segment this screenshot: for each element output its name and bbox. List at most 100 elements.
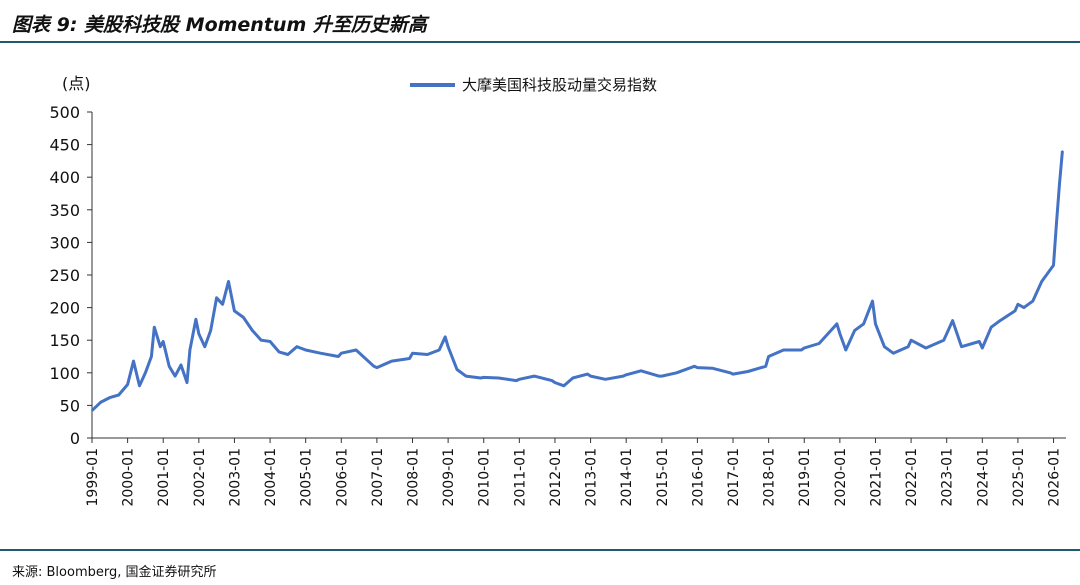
legend-label: 大摩美国科技股动量交易指数 [462,76,657,94]
data-point [242,316,245,319]
x-tick-label: 2021-01 [868,448,884,507]
x-tick-label: 2015-01 [655,448,671,507]
y-tick-label: 450 [49,136,80,155]
y-tick-label: 0 [70,429,80,448]
line-chart: (点) 大摩美国科技股动量交易指数 0 50 100 150 200 250 300 350 4… [49,74,1066,507]
series-line [90,150,1064,412]
data-point [278,351,280,353]
data-point [295,345,298,348]
data-point [304,349,307,351]
data-point [675,371,678,374]
data-point [586,373,589,375]
data-point [390,360,393,362]
x-tick-label: 2018-01 [762,448,778,507]
data-point [91,409,93,412]
data-point [209,329,212,332]
data-point [168,365,171,368]
data-point [589,375,592,377]
y-tick-label: 350 [49,201,80,220]
data-point [126,383,129,386]
data-point [836,323,838,325]
figure-title: 图表 9: 美股科技股 Momentum 升至历史新高 [12,14,427,36]
data-point [186,381,188,384]
data-point [479,377,482,379]
data-point [625,373,628,376]
data-point [978,340,981,343]
data-point [456,368,458,371]
data-point [1040,280,1043,283]
data-point [444,336,447,338]
data-point [981,347,984,349]
data-point [1052,264,1055,267]
data-point [604,378,607,381]
data-point [319,352,322,355]
data-point [1014,310,1016,312]
y-tick-label: 400 [49,168,80,187]
data-point [251,329,254,332]
data-point [221,303,224,306]
data-point [337,355,340,358]
data-point [990,326,993,329]
x-tick-label: 2022-01 [904,448,920,507]
data-point [269,340,271,343]
x-tick-label: 2014-01 [619,448,635,507]
data-point [729,371,731,374]
x-tick-label: 2023-01 [940,448,956,507]
data-point [657,375,660,377]
y-tick-label: 50 [60,396,80,415]
data-point [1058,182,1061,185]
x-tick-label: 2012-01 [548,448,564,507]
source-note: 来源: Bloomberg, 国金证券研究所 [12,565,217,580]
data-point [732,373,734,375]
data-point [942,339,945,342]
data-point [874,323,877,325]
data-point [1031,300,1034,302]
data-point [260,339,263,342]
x-tick-label: 2017-01 [726,448,742,507]
data-point [747,370,749,373]
y-tick-label: 100 [49,364,80,383]
data-point [907,345,909,348]
x-tick-label: 2025-01 [1011,448,1027,507]
data-point [203,345,206,348]
data-point [571,377,574,379]
x-tick-label: 2004-01 [263,448,279,507]
data-point [999,319,1001,322]
data-point [159,345,162,348]
data-point [554,381,556,384]
data-point [340,352,343,355]
data-point [482,376,485,379]
data-point [1055,221,1058,224]
data-point [533,375,536,377]
data-point [465,375,467,377]
data-point [117,394,120,396]
data-point [438,349,441,351]
source-rule [0,549,1080,551]
data-point [233,310,236,312]
data-point [960,345,963,348]
x-tick-label: 2002-01 [192,448,208,507]
data-point [871,300,874,302]
data-point [693,365,696,368]
x-tick-label: 2011-01 [512,448,528,507]
data-point [910,339,912,342]
data-point [376,366,378,369]
x-tick-label: 2006-01 [334,448,350,507]
title-rule [0,41,1080,43]
data-point [711,367,714,370]
data-point [862,323,865,325]
data-point [497,377,500,379]
x-tick-label: 2005-01 [299,448,315,507]
x-tick-label: 2008-01 [406,448,422,507]
data-point [803,347,806,349]
data-point [153,326,156,329]
data-point [839,332,841,335]
x-tick-label: 2009-01 [441,448,457,507]
data-point [144,371,147,374]
y-tick-label: 150 [49,331,80,350]
x-axis: 1999-01 2000-01 2001-01 2002-01 2003-01 2004-… [85,437,1066,507]
data-point [426,353,429,356]
data-point [355,349,357,351]
data-point [853,329,856,332]
data-point [100,401,102,403]
